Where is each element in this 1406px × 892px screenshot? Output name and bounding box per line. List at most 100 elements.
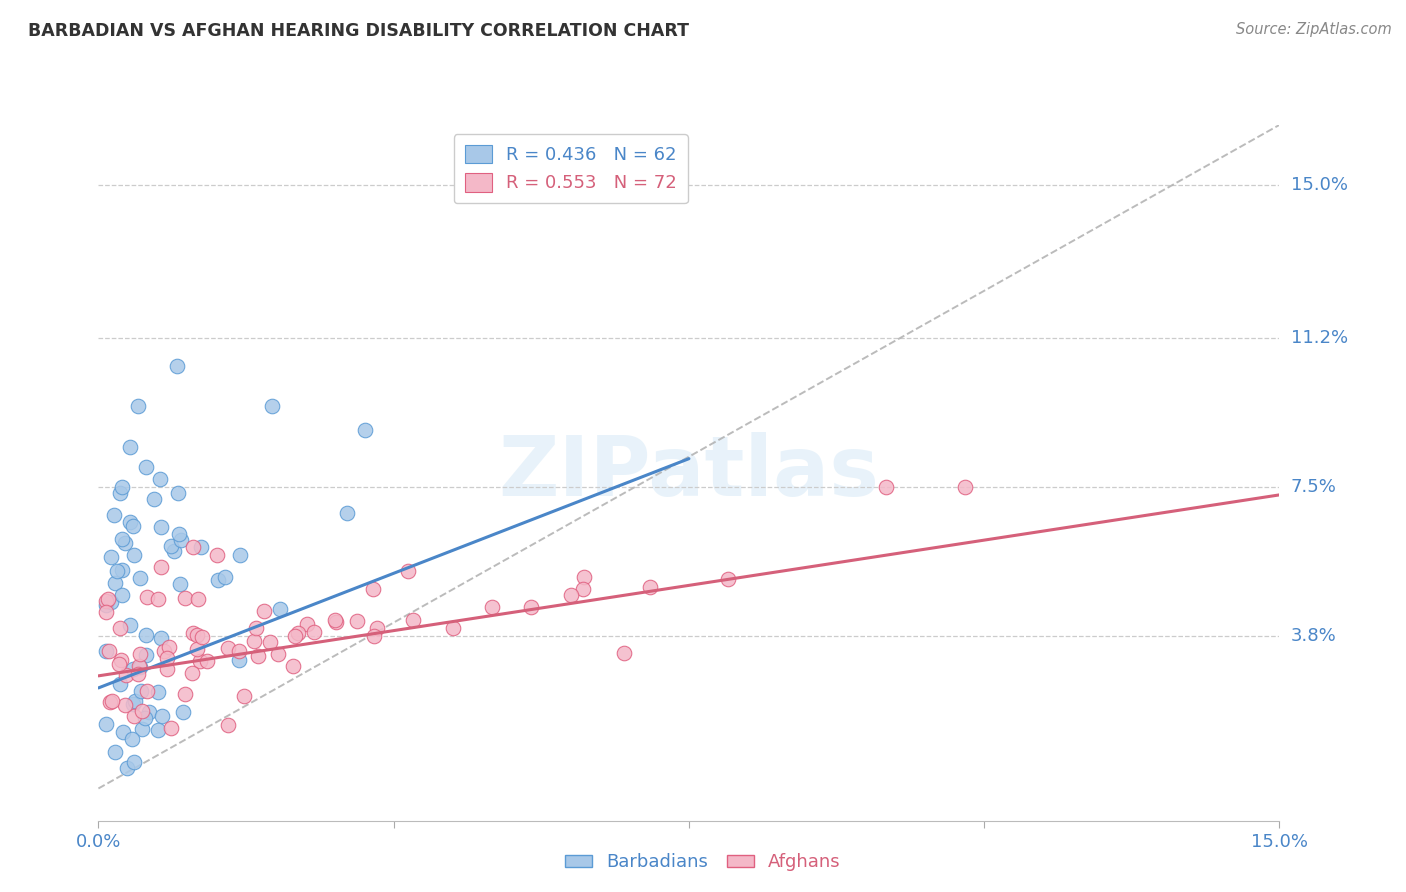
Point (150, 632, 173, 646)
Point (115, 668, 138, 682)
Point (96, 599, 118, 613)
Point (148, 723, 170, 737)
Point (361, 582, 384, 596)
Point (481, 600, 503, 615)
Point (104, 575, 127, 590)
Point (304, 625, 326, 640)
Point (136, 683, 159, 698)
Point (325, 615, 347, 629)
Point (186, 628, 208, 642)
Point (96, 594, 118, 608)
Point (104, 745, 127, 759)
Point (207, 574, 229, 588)
Point (295, 617, 318, 632)
Point (233, 689, 256, 703)
Point (115, 761, 138, 775)
Point (111, 588, 134, 602)
Legend: Barbadians, Afghans: Barbadians, Afghans (558, 847, 848, 879)
Point (122, 698, 145, 712)
Point (108, 621, 131, 635)
Point (398, 564, 420, 578)
Point (100, 550, 122, 565)
Point (128, 659, 150, 673)
Point (205, 548, 228, 562)
Point (174, 591, 197, 605)
Point (135, 648, 157, 663)
Point (146, 591, 169, 606)
Point (159, 721, 181, 735)
Point (118, 440, 141, 454)
Point (153, 644, 176, 658)
Point (101, 694, 124, 708)
Point (167, 485, 190, 500)
Point (260, 400, 283, 414)
Point (129, 684, 152, 698)
Point (96, 716, 118, 731)
Point (129, 647, 152, 661)
Point (134, 711, 156, 725)
Point (167, 527, 190, 541)
Point (138, 705, 160, 719)
Point (120, 618, 142, 632)
Point (336, 506, 359, 520)
Point (346, 614, 368, 628)
Point (613, 646, 636, 660)
Point (114, 536, 136, 550)
Point (247, 648, 270, 663)
Point (638, 580, 661, 594)
Point (122, 709, 145, 723)
Text: 15.0%: 15.0% (1291, 177, 1347, 194)
Point (114, 698, 136, 712)
Point (402, 613, 425, 627)
Point (287, 625, 309, 640)
Point (284, 629, 307, 643)
Point (124, 694, 146, 708)
Point (111, 480, 134, 494)
Point (136, 590, 159, 604)
Point (172, 705, 194, 719)
Point (142, 491, 165, 506)
Legend: R = 0.436   N = 62, R = 0.553   N = 72: R = 0.436 N = 62, R = 0.553 N = 72 (454, 134, 688, 203)
Point (110, 653, 132, 667)
Point (174, 687, 197, 701)
Point (122, 548, 145, 562)
Point (560, 589, 582, 603)
Point (229, 548, 252, 562)
Point (103, 508, 125, 522)
Point (572, 570, 595, 584)
Point (160, 539, 183, 553)
Point (363, 629, 385, 643)
Point (190, 630, 212, 644)
Point (242, 634, 264, 648)
Point (128, 571, 150, 585)
Point (98, 695, 121, 709)
Point (97, 643, 120, 657)
Point (135, 459, 157, 474)
Point (253, 604, 276, 618)
Point (127, 400, 149, 414)
Point (111, 563, 134, 577)
Point (100, 595, 122, 609)
Point (214, 570, 236, 584)
Text: 3.8%: 3.8% (1291, 627, 1336, 645)
Point (146, 684, 169, 698)
Point (108, 657, 131, 671)
Point (875, 480, 897, 494)
Point (217, 640, 239, 655)
Point (110, 676, 132, 690)
Point (97, 591, 120, 606)
Point (187, 591, 209, 606)
Point (953, 480, 976, 494)
Point (129, 659, 152, 673)
Point (150, 520, 173, 534)
Point (281, 658, 304, 673)
Point (111, 725, 134, 739)
Text: ZIPatlas: ZIPatlas (499, 433, 879, 513)
Point (245, 621, 267, 635)
Point (108, 485, 131, 500)
Point (131, 704, 153, 718)
Point (267, 647, 290, 661)
Point (150, 560, 173, 574)
Point (131, 722, 153, 736)
Point (111, 532, 134, 546)
